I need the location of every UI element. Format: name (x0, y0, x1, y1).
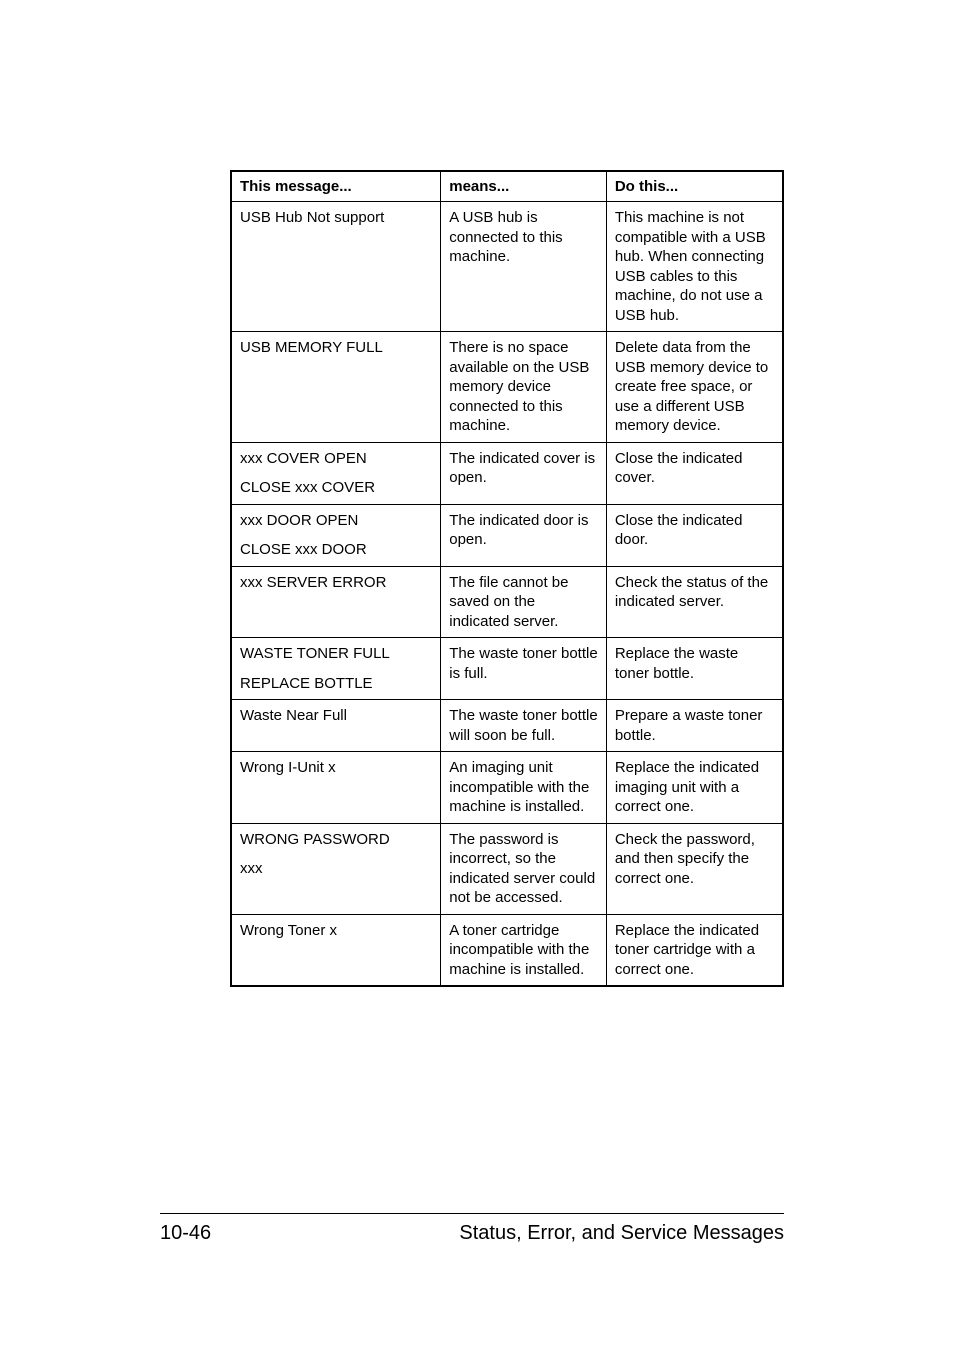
cell-message-line: WASTE TONER FULL (240, 644, 432, 664)
cell-dothis: Delete data from the USB memory device t… (606, 332, 783, 443)
table-row: Wrong Toner xA toner cartridge incompati… (231, 914, 783, 986)
table-row: xxx DOOR OPEN CLOSE xxx DOOR The indicated… (231, 504, 783, 566)
table-row: Waste Near FullThe waste toner bottle wi… (231, 700, 783, 752)
column-header-dothis: Do this... (606, 171, 783, 202)
cell-message: xxx SERVER ERROR (231, 566, 441, 638)
cell-message: xxx COVER OPEN CLOSE xxx COVER (231, 442, 441, 504)
cell-message: Waste Near Full (231, 700, 441, 752)
cell-dothis: Prepare a waste toner bottle. (606, 700, 783, 752)
cell-message: Wrong I-Unit x (231, 752, 441, 824)
cell-message: USB MEMORY FULL (231, 332, 441, 443)
cell-message-line: CLOSE xxx DOOR (240, 540, 432, 560)
cell-means: There is no space available on the USB m… (441, 332, 607, 443)
cell-message-line: CLOSE xxx COVER (240, 478, 432, 498)
table-row: xxx SERVER ERRORThe file cannot be saved… (231, 566, 783, 638)
cell-dothis: Replace the indicated toner cartridge wi… (606, 914, 783, 986)
cell-dothis: Check the status of the indicated server… (606, 566, 783, 638)
cell-message: WRONG PASSWORD xxx (231, 823, 441, 914)
table-row: WASTE TONER FULL REPLACE BOTTLE The waste … (231, 638, 783, 700)
cell-message-line: WRONG PASSWORD (240, 830, 432, 850)
table-body: USB Hub Not supportA USB hub is connecte… (231, 202, 783, 987)
table-row: USB MEMORY FULLThere is no space availab… (231, 332, 783, 443)
cell-dothis: Replace the indicated imaging unit with … (606, 752, 783, 824)
cell-means: An imaging unit incompatible with the ma… (441, 752, 607, 824)
cell-dothis: Replace the waste toner bottle. (606, 638, 783, 700)
cell-message-line: xxx (240, 859, 432, 879)
table-row: USB Hub Not supportA USB hub is connecte… (231, 202, 783, 332)
cell-means: The waste toner bottle is full. (441, 638, 607, 700)
cell-means: A toner cartridge incompatible with the … (441, 914, 607, 986)
cell-means: The file cannot be saved on the indicate… (441, 566, 607, 638)
cell-dothis: This machine is not compatible with a US… (606, 202, 783, 332)
page-content: This message... means... Do this... USB … (0, 0, 954, 987)
cell-message: USB Hub Not support (231, 202, 441, 332)
page-footer: 10-46 Status, Error, and Service Message… (160, 1213, 784, 1245)
table-row: Wrong I-Unit xAn imaging unit incompatib… (231, 752, 783, 824)
cell-message: WASTE TONER FULL REPLACE BOTTLE (231, 638, 441, 700)
error-messages-table: This message... means... Do this... USB … (230, 170, 784, 987)
cell-message-line: xxx DOOR OPEN (240, 511, 432, 531)
cell-means: The indicated cover is open. (441, 442, 607, 504)
cell-dothis: Check the password, and then specify the… (606, 823, 783, 914)
column-header-means: means... (441, 171, 607, 202)
cell-means: The waste toner bottle will soon be full… (441, 700, 607, 752)
table-row: WRONG PASSWORD xxx The password is incorre… (231, 823, 783, 914)
page-number: 10-46 (160, 1222, 211, 1245)
cell-message: Wrong Toner x (231, 914, 441, 986)
cell-means: The password is incorrect, so the indica… (441, 823, 607, 914)
cell-dothis: Close the indicated door. (606, 504, 783, 566)
table-row: xxx COVER OPEN CLOSE xxx COVER The indicat… (231, 442, 783, 504)
table-header-row: This message... means... Do this... (231, 171, 783, 202)
cell-means: A USB hub is connected to this machine. (441, 202, 607, 332)
cell-dothis: Close the indicated cover. (606, 442, 783, 504)
cell-message: xxx DOOR OPEN CLOSE xxx DOOR (231, 504, 441, 566)
cell-message-line: xxx COVER OPEN (240, 449, 432, 469)
cell-means: The indicated door is open. (441, 504, 607, 566)
footer-title: Status, Error, and Service Messages (459, 1222, 784, 1245)
column-header-message: This message... (231, 171, 441, 202)
cell-message-line: REPLACE BOTTLE (240, 674, 432, 694)
